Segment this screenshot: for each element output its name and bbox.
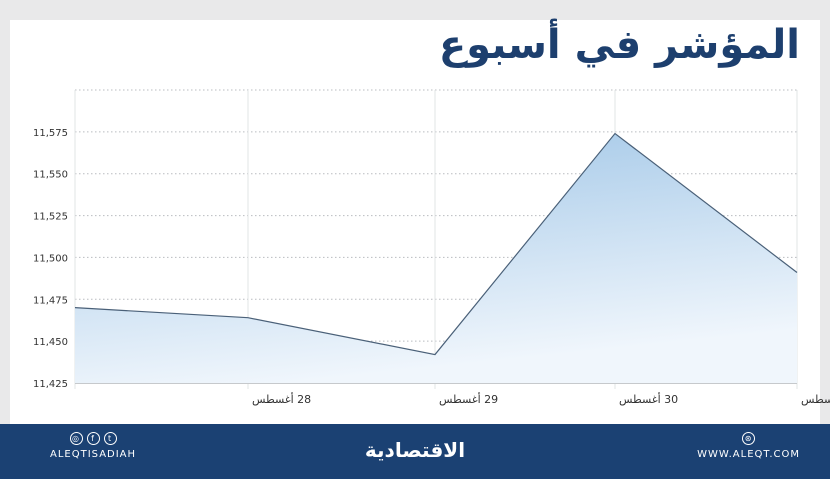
area-chart: 11,425 11,450 11,475 11,500 11,525 11,550 11,5… bbox=[33, 89, 830, 406]
twitter-icon[interactable]: t bbox=[103, 432, 117, 445]
x-tick-label: 31 أغسطس bbox=[801, 392, 830, 406]
instagram-icon[interactable]: ◎ bbox=[69, 432, 83, 445]
y-tick-label: 11,425 bbox=[33, 379, 68, 390]
globe-icon[interactable]: ⊛ bbox=[742, 432, 756, 445]
y-tick-label: 11,475 bbox=[33, 295, 68, 306]
y-tick-label: 11,525 bbox=[33, 212, 68, 223]
y-tick-label: 11,450 bbox=[33, 337, 68, 348]
y-tick-label: 11,575 bbox=[33, 128, 68, 139]
footer: ◎ f t ALEQTISADIAH الاقتصادية ⊛ WWW.ALEQ… bbox=[0, 424, 830, 479]
y-tick-label: 11,550 bbox=[33, 170, 68, 181]
x-tick-label: 29 أغسطس bbox=[439, 392, 498, 406]
social-block: ◎ f t ALEQTISADIAH bbox=[50, 432, 136, 460]
x-tick-label: 30 أغسطس bbox=[619, 392, 678, 406]
website-link[interactable]: WWW.ALEQT.COM bbox=[697, 449, 800, 460]
x-tick-label: 28 أغسطس bbox=[252, 392, 311, 406]
website-block: ⊛ WWW.ALEQT.COM bbox=[697, 432, 800, 460]
social-handle: ALEQTISADIAH bbox=[50, 449, 137, 460]
area-fill bbox=[75, 133, 797, 383]
y-tick-label: 11,500 bbox=[33, 253, 68, 264]
logo: الاقتصادية bbox=[364, 438, 466, 462]
chart-title: المؤشر في أسبوع bbox=[438, 22, 800, 68]
facebook-icon[interactable]: f bbox=[86, 432, 100, 445]
